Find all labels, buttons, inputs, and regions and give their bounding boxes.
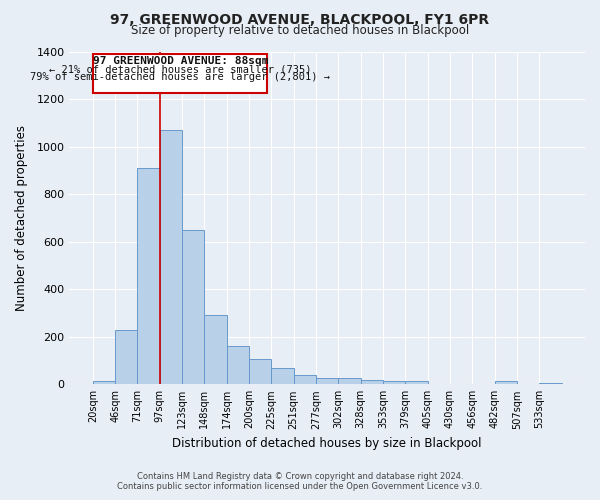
Bar: [115, 330, 137, 384]
Bar: [271, 368, 293, 384]
Y-axis label: Number of detached properties: Number of detached properties: [15, 125, 28, 311]
Bar: [182, 230, 205, 384]
Bar: [293, 375, 316, 384]
Bar: [539, 383, 562, 384]
Text: Size of property relative to detached houses in Blackpool: Size of property relative to detached ho…: [131, 24, 469, 37]
FancyBboxPatch shape: [93, 54, 268, 93]
Bar: [338, 378, 361, 384]
Bar: [361, 380, 383, 384]
Bar: [93, 380, 115, 384]
Text: ← 21% of detached houses are smaller (735): ← 21% of detached houses are smaller (73…: [49, 64, 312, 74]
X-axis label: Distribution of detached houses by size in Blackpool: Distribution of detached houses by size …: [172, 437, 482, 450]
Text: 97 GREENWOOD AVENUE: 88sqm: 97 GREENWOOD AVENUE: 88sqm: [93, 56, 268, 66]
Bar: [160, 130, 182, 384]
Bar: [383, 380, 405, 384]
Bar: [205, 316, 227, 384]
Bar: [494, 380, 517, 384]
Text: 97, GREENWOOD AVENUE, BLACKPOOL, FY1 6PR: 97, GREENWOOD AVENUE, BLACKPOOL, FY1 6PR: [110, 12, 490, 26]
Text: 79% of semi-detached houses are larger (2,801) →: 79% of semi-detached houses are larger (…: [31, 72, 331, 83]
Text: Contains public sector information licensed under the Open Government Licence v3: Contains public sector information licen…: [118, 482, 482, 491]
Bar: [137, 168, 160, 384]
Bar: [405, 380, 428, 384]
Bar: [227, 346, 249, 385]
Text: Contains HM Land Registry data © Crown copyright and database right 2024.: Contains HM Land Registry data © Crown c…: [137, 472, 463, 481]
Bar: [249, 360, 271, 384]
Bar: [316, 378, 338, 384]
